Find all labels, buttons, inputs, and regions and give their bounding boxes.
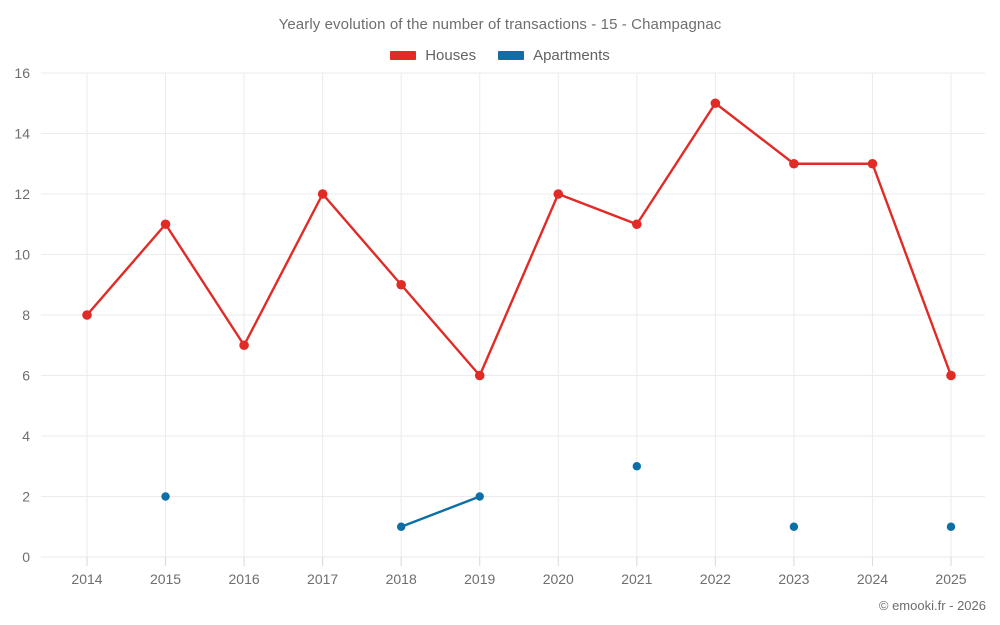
chart-legend: Houses Apartments <box>0 44 1000 66</box>
svg-text:2015: 2015 <box>150 571 181 587</box>
svg-text:4: 4 <box>22 428 30 444</box>
svg-text:2022: 2022 <box>700 571 731 587</box>
svg-text:0: 0 <box>22 549 30 565</box>
y-gridlines <box>41 72 985 558</box>
legend-item-apartments[interactable]: Apartments <box>498 47 610 64</box>
x-gridlines <box>86 73 952 557</box>
svg-text:2020: 2020 <box>543 571 574 587</box>
svg-text:2018: 2018 <box>386 571 417 587</box>
svg-text:6: 6 <box>22 368 30 384</box>
series-houses <box>82 98 956 381</box>
svg-text:2014: 2014 <box>71 571 102 587</box>
svg-text:2023: 2023 <box>778 571 809 587</box>
legend-item-houses[interactable]: Houses <box>390 47 476 64</box>
legend-swatch-apartments <box>498 50 525 60</box>
svg-text:10: 10 <box>14 247 30 263</box>
svg-text:16: 16 <box>14 65 30 81</box>
legend-label-houses: Houses <box>425 46 477 64</box>
svg-text:2016: 2016 <box>229 571 260 587</box>
svg-text:12: 12 <box>14 186 30 202</box>
svg-text:2019: 2019 <box>464 571 495 587</box>
svg-text:8: 8 <box>22 307 30 323</box>
chart-title: Yearly evolution of the number of transa… <box>278 16 722 33</box>
y-axis-tick-labels: 0 2 4 6 8 10 12 14 16 <box>14 65 30 565</box>
axis-ticks <box>86 557 952 566</box>
legend-label-apartments: Apartments <box>533 46 610 64</box>
legend-swatch-houses <box>390 50 417 60</box>
svg-text:2021: 2021 <box>621 571 652 587</box>
svg-text:14: 14 <box>14 126 30 142</box>
x-axis-tick-labels: 2014 2015 2016 2017 2018 2019 2020 2021 2022 2023… <box>71 571 966 587</box>
series-apartments <box>161 462 956 531</box>
svg-text:2024: 2024 <box>857 571 888 587</box>
svg-text:2: 2 <box>22 489 30 505</box>
copyright-credit: © emooki.fr - 2026 <box>878 598 986 613</box>
svg-text:2017: 2017 <box>307 571 338 587</box>
svg-text:2025: 2025 <box>935 571 966 587</box>
